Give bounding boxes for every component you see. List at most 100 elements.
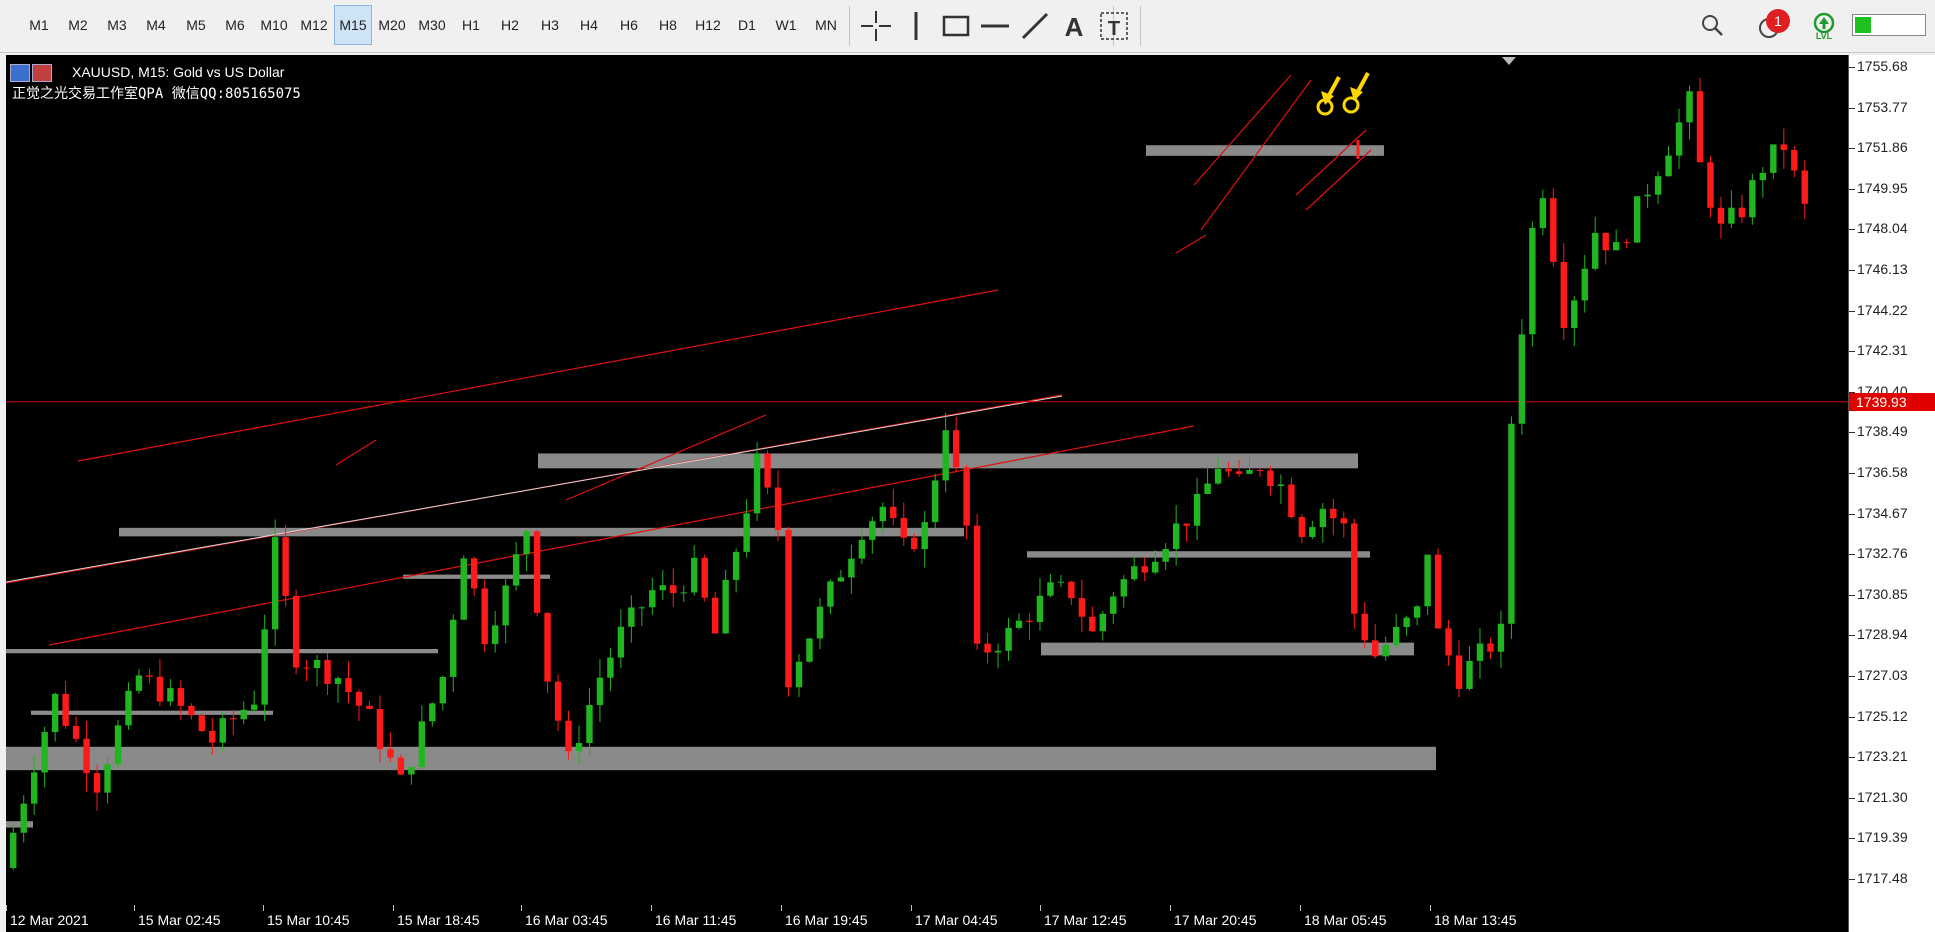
candle-body — [292, 595, 300, 668]
price-axis[interactable]: 1755.68 1753.77 1751.86 1749.95 1748.04 1746.… — [1848, 55, 1935, 932]
candle-body — [1654, 176, 1662, 195]
candle-body — [1026, 620, 1033, 623]
time-tick-label: 18 Mar 05:45 — [1304, 912, 1387, 928]
timeframe-button-h4[interactable]: H4 — [580, 17, 598, 33]
support-resistance-zone — [6, 746, 1436, 771]
timeframe-button-m5[interactable]: M5 — [186, 17, 206, 33]
connection-meter[interactable] — [1852, 14, 1926, 36]
price-tick-label: 1751.86 — [1857, 139, 1908, 156]
candle-body — [397, 757, 405, 775]
candle-body — [1246, 470, 1253, 474]
vertical-line-icon[interactable] — [898, 8, 934, 44]
price-tick — [1849, 879, 1855, 880]
candle-body — [1780, 144, 1788, 150]
candle-body — [544, 612, 551, 682]
candle-body — [1560, 261, 1567, 328]
timeframe-button-m4[interactable]: M4 — [146, 17, 166, 33]
text-icon[interactable]: A — [1056, 8, 1092, 44]
channel-line — [1295, 129, 1367, 196]
timeframe-button-m2[interactable]: M2 — [68, 17, 88, 33]
horizontal-line-icon[interactable] — [977, 8, 1013, 44]
candle-body — [952, 430, 960, 468]
signal-level-icon[interactable]: LVL — [1806, 8, 1842, 44]
price-tick — [1849, 594, 1855, 596]
candle-body — [827, 581, 834, 607]
price-tick-label: 1727.03 — [1857, 667, 1908, 683]
price-chart[interactable]: XAUUSD, M15: Gold vs US Dollar 正觉之光交易工作室… — [6, 55, 1848, 932]
timeframe-button-h8[interactable]: H8 — [659, 17, 677, 33]
candle-body — [1005, 627, 1012, 651]
candle-body — [1497, 623, 1505, 652]
candle-body — [1403, 617, 1410, 627]
timeframe-button-m3[interactable]: M3 — [107, 17, 127, 33]
timeframe-button-m12[interactable]: M12 — [300, 17, 328, 33]
trendline-icon[interactable] — [1017, 8, 1053, 44]
timeframe-button-d1[interactable]: D1 — [738, 17, 756, 33]
price-tick-label: 1723.21 — [1857, 748, 1908, 765]
rectangle-icon[interactable] — [938, 8, 974, 44]
price-tick-label: 1749.95 — [1857, 179, 1908, 196]
candle-body — [271, 537, 279, 630]
candle-body — [1162, 548, 1169, 562]
current-price-label: 1739.93 — [1849, 392, 1935, 411]
price-tick-label: 1738.49 — [1857, 423, 1908, 440]
crosshair-icon[interactable] — [858, 8, 894, 44]
candle-body — [764, 453, 771, 488]
candle-body — [230, 718, 237, 720]
candle-body — [1665, 155, 1672, 177]
candle-body — [732, 551, 740, 580]
candle-body — [617, 626, 625, 658]
candle-body — [104, 764, 111, 793]
candle-body — [1131, 566, 1138, 580]
candle-body — [439, 676, 446, 704]
timeframe-button-w1[interactable]: W1 — [775, 17, 797, 33]
candle-body — [848, 558, 855, 578]
text-label-icon[interactable]: T — [1096, 8, 1132, 44]
price-tick — [1849, 229, 1855, 231]
candle-body — [837, 577, 845, 582]
timeframe-button-h2[interactable]: H2 — [501, 17, 519, 33]
timeframe-button-m6[interactable]: M6 — [225, 17, 245, 33]
timeframe-button-m15[interactable]: M15 — [334, 5, 372, 45]
price-tick-label: 1755.68 — [1857, 58, 1908, 74]
chart-shift-marker[interactable] — [1502, 57, 1516, 65]
timeframe-button-m10[interactable]: M10 — [260, 17, 288, 33]
candle-body — [1707, 162, 1714, 208]
timeframe-button-m30[interactable]: M30 — [418, 17, 446, 33]
candle-body — [931, 480, 939, 523]
candle-body — [1298, 517, 1306, 537]
timeframe-button-h12[interactable]: H12 — [695, 17, 721, 33]
candle-body — [1623, 242, 1630, 244]
price-tick-label: 1746.13 — [1857, 261, 1908, 277]
candle-body — [1340, 518, 1347, 524]
candle-body — [1717, 207, 1725, 224]
candle-body — [1675, 122, 1683, 156]
candle-body — [1759, 172, 1767, 181]
time-tick-label: 17 Mar 04:45 — [915, 912, 998, 928]
time-tick-label: 17 Mar 20:45 — [1174, 912, 1257, 928]
channel-line — [1305, 149, 1372, 211]
candle-body — [62, 693, 69, 726]
trend-line — [6, 395, 1063, 583]
timeframe-button-m20[interactable]: M20 — [378, 17, 406, 33]
candle-body — [209, 731, 216, 743]
candle-body — [460, 558, 467, 620]
timeframe-button-mn[interactable]: MN — [815, 17, 837, 33]
time-tick — [1040, 905, 1041, 911]
candle-body — [774, 487, 782, 530]
candle-body — [1529, 227, 1536, 335]
timeframe-button-m1[interactable]: M1 — [29, 17, 49, 33]
timeframe-button-h3[interactable]: H3 — [541, 17, 559, 33]
search-icon[interactable] — [1695, 8, 1731, 44]
candle-body — [1141, 566, 1148, 573]
time-tick — [911, 905, 912, 911]
candle-body — [994, 650, 1002, 653]
candle-body — [1487, 643, 1494, 652]
lvl-label: LVL — [1815, 31, 1833, 41]
timeframe-button-h1[interactable]: H1 — [462, 17, 480, 33]
timeframe-button-h6[interactable]: H6 — [620, 17, 638, 33]
time-tick — [263, 905, 264, 911]
candle-body — [533, 531, 541, 613]
candle-body — [575, 743, 583, 752]
time-tick-label: 16 Mar 19:45 — [785, 912, 868, 928]
